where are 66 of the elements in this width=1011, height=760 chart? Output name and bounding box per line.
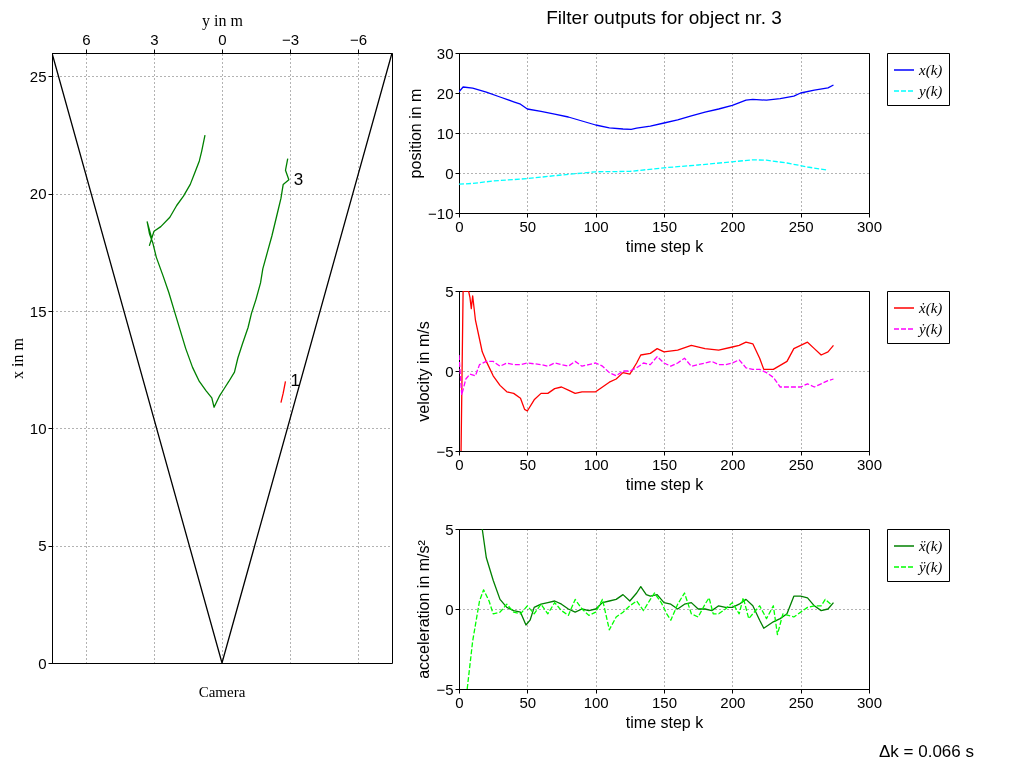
x-tick-label: 50: [519, 693, 537, 711]
y-tick-label: 20: [29, 185, 47, 203]
x-tick-label: 150: [651, 217, 678, 235]
x-axis-title: y in m: [202, 11, 244, 30]
y-axis-title: acceleration in m/s²: [415, 539, 433, 679]
y-tick-label: 0: [445, 164, 454, 182]
line-series: [146, 134, 290, 408]
x-tick-label: 200: [720, 455, 746, 473]
legend-label: ẏ(k): [917, 321, 943, 338]
y-tick-label: 30: [436, 44, 454, 62]
y-tick-label: −5: [436, 680, 454, 698]
chart-title: Filter outputs for object nr. 3: [546, 7, 782, 28]
line-series: [459, 159, 829, 185]
legend-label: y(k): [917, 83, 943, 100]
x-tick-label: 0: [218, 30, 227, 48]
x-tick-label: 3: [150, 30, 159, 48]
legend-label: ẋ(k): [918, 300, 943, 317]
x-tick-label: 50: [519, 455, 537, 473]
y-tick-label: 5: [445, 520, 454, 538]
x-tick-label: 50: [519, 217, 537, 235]
y-tick-label: −10: [428, 204, 454, 222]
x-tick-label: 250: [788, 217, 814, 235]
y-axis-title: velocity in m/s: [415, 321, 433, 422]
x-tick-label: 150: [651, 693, 678, 711]
text: Δk = 0.066 s: [879, 742, 974, 760]
line-series: [460, 291, 835, 451]
y-tick-label: 5: [38, 537, 47, 555]
y-axis-title: x in m: [8, 337, 26, 379]
x-tick-label: −3: [281, 30, 300, 48]
x-tick-label: 6: [82, 30, 91, 48]
annotation: 3: [293, 169, 304, 189]
line-series: [459, 354, 835, 396]
x-tick-label: 250: [788, 455, 814, 473]
annotation: 1: [290, 371, 300, 391]
line-series: [481, 529, 835, 629]
x-axis-title: time step k: [625, 237, 705, 255]
x-tick-label: 200: [720, 217, 746, 235]
y-tick-label: 20: [436, 84, 454, 102]
legend-label: ẍ(k): [918, 538, 943, 555]
y-tick-label: 0: [38, 654, 47, 672]
legend-label: x(k): [918, 62, 943, 79]
x-tick-label: 100: [583, 693, 609, 711]
line-series: [466, 589, 832, 689]
y-axis-title: position in m: [407, 88, 425, 179]
x-tick-label: 150: [651, 455, 678, 473]
x-axis-title: time step k: [625, 713, 705, 731]
x-tick-label: 100: [583, 217, 609, 235]
x-axis-title: time step k: [625, 475, 705, 493]
y-tick-label: 0: [445, 362, 454, 380]
y-tick-label: 10: [436, 124, 454, 142]
x-tick-label: 300: [856, 217, 883, 235]
y-tick-label: 0: [445, 600, 454, 618]
x-tick-label: 300: [856, 693, 883, 711]
x-tick-label: 200: [720, 693, 746, 711]
legend-label: ÿ(k): [917, 559, 943, 576]
y-tick-label: 25: [29, 67, 47, 85]
y-tick-label: −5: [436, 442, 454, 460]
y-tick-label: 5: [445, 282, 454, 300]
y-tick-label: 15: [29, 302, 47, 320]
x-tick-label: 250: [788, 693, 814, 711]
text: Camera: [198, 684, 246, 700]
x-tick-label: −6: [349, 30, 368, 48]
x-tick-label: 300: [856, 455, 883, 473]
y-tick-label: 10: [29, 419, 47, 437]
line-series: [459, 84, 835, 131]
x-tick-label: 100: [583, 455, 609, 473]
